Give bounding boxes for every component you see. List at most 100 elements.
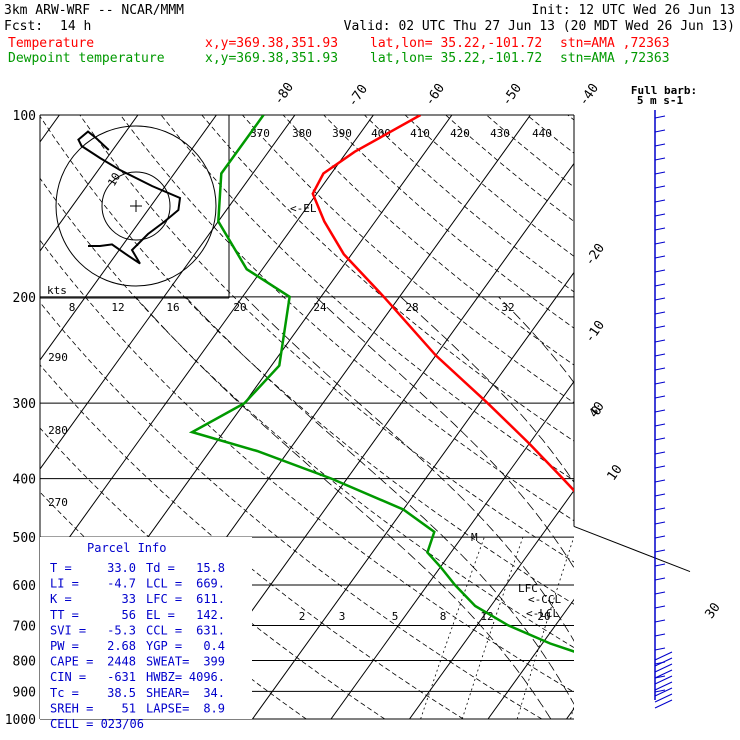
dry-adiabat-line xyxy=(404,115,574,257)
level-marker-label: <-CCL xyxy=(528,593,561,606)
wind-barb xyxy=(654,339,666,343)
wind-barb xyxy=(654,669,673,679)
wind-barb xyxy=(654,311,666,315)
wind-barb xyxy=(654,241,666,245)
mixing-ratio-label: 20 xyxy=(537,610,550,623)
parcel-info-cell: 0.4 xyxy=(203,639,225,653)
wind-barb xyxy=(654,689,666,693)
wind-barbs xyxy=(654,110,673,709)
wind-barb xyxy=(654,521,666,525)
theta-label: 390 xyxy=(332,127,352,140)
wind-barb xyxy=(654,577,666,581)
pressure-tick-label: 900 xyxy=(13,685,36,700)
parcel-info-cell: 399 xyxy=(203,655,225,669)
init-time: Init: 12 UTC Wed 26 Jun 13 xyxy=(532,3,736,18)
dewpoint-profile xyxy=(188,115,574,653)
dry-adiabat-line xyxy=(649,115,740,719)
hodograph-ring-inner xyxy=(101,171,171,241)
wind-barb xyxy=(654,451,666,455)
fcst-label: Fcst: xyxy=(4,19,43,34)
profiles xyxy=(188,115,574,653)
wind-barb xyxy=(654,681,673,691)
wind-barb xyxy=(654,687,673,697)
legend-temperature-stn: stn=AMA ,72363 xyxy=(560,36,670,51)
isotherm-line xyxy=(724,115,740,719)
isotherm-label: -40 xyxy=(576,81,602,109)
dry-adiabat-line xyxy=(608,115,740,719)
wind-barb xyxy=(654,699,673,709)
mixing-ratio-line xyxy=(682,537,726,719)
isotherm-line xyxy=(40,115,139,252)
adiabat-label: 290 xyxy=(48,351,68,364)
pressure-grid: 100 200 300 400 500 600 700 800 900 1000 xyxy=(5,109,691,728)
pressure-tick-label: 1000 xyxy=(5,713,36,728)
wind-barb xyxy=(654,591,666,595)
parcel-info-cell: LCL = xyxy=(146,577,182,591)
parcel-info-cell: LAPSE= xyxy=(146,701,189,715)
wind-barb xyxy=(654,185,666,189)
level-marker-label: M xyxy=(471,531,478,544)
theta-e-label: 20 xyxy=(233,301,246,314)
wind-barb xyxy=(654,353,666,357)
isotherm-line xyxy=(409,489,574,719)
adiabat-label: 12 xyxy=(111,301,124,314)
dry-adiabat-line xyxy=(282,115,574,366)
wind-barb xyxy=(654,619,666,623)
wind-barb xyxy=(654,535,666,539)
wind-barb xyxy=(654,199,666,203)
parcel-info-cell: 4096. xyxy=(189,670,225,684)
isotherm-label: -80 xyxy=(271,80,297,108)
dry-adiabat-line xyxy=(160,115,574,481)
legend-temperature-label: Temperature xyxy=(8,36,94,51)
mixing-ratio-line xyxy=(570,704,574,719)
parcel-info-cell: 142. xyxy=(196,608,225,622)
wind-barb xyxy=(654,693,673,703)
wind-barb xyxy=(654,605,666,609)
dry-adiabat-line xyxy=(40,239,574,693)
parcel-info-cell: 631. xyxy=(196,623,225,637)
wind-barb xyxy=(654,507,666,511)
parcel-info-cell: -631 xyxy=(107,670,136,684)
isotherm-line xyxy=(645,115,740,719)
wind-barb xyxy=(654,423,666,427)
wind-barb xyxy=(654,663,673,673)
pressure-tick-label: 400 xyxy=(13,473,36,488)
parcel-info-cell: 2448 xyxy=(107,655,136,669)
parcel-info-cell: TT = xyxy=(50,608,79,622)
parcel-info-cell: PW = xyxy=(50,639,79,653)
hodograph-ring-label: 10 xyxy=(105,171,123,189)
moist-adiabat-line xyxy=(244,296,574,642)
wind-barb xyxy=(654,657,673,667)
parcel-info-cell: LI = xyxy=(50,577,79,591)
moist-adiabat-line xyxy=(498,296,574,384)
isotherm-label: -70 xyxy=(345,82,371,110)
level-marker-label: LFC xyxy=(518,582,538,595)
moist-adiabat-line xyxy=(400,296,574,484)
parcel-info-cell: 56 xyxy=(122,608,136,622)
isotherm-label: 30 xyxy=(702,600,723,621)
parcel-info-cell: -4.7 xyxy=(107,577,136,591)
hodograph-ring-outer xyxy=(55,125,217,287)
pressure-tick-label: 200 xyxy=(13,291,36,306)
wind-barb xyxy=(654,269,666,273)
legend-dewpoint-coords: x,y=369.38,351.93 xyxy=(205,51,338,66)
right-axis-step xyxy=(573,526,691,573)
wind-barb xyxy=(654,647,666,651)
temperature-profile xyxy=(311,115,574,493)
wind-barb xyxy=(654,437,666,441)
hodograph-trace xyxy=(77,130,182,265)
parcel-info-cell: CCL = xyxy=(146,623,182,637)
parcel-info-cell: CAPE = xyxy=(50,655,93,669)
mixing-ratio-label: 8 xyxy=(440,610,447,623)
legend-temperature-coords: x,y=369.38,351.93 xyxy=(205,36,338,51)
mixing-ratio-label: 2 xyxy=(299,610,306,623)
parcel-info-cell: 15.8 xyxy=(196,561,225,575)
theta-label: 440 xyxy=(532,127,552,140)
parcel-info-cell: 611. xyxy=(196,592,225,606)
pressure-tick-label: 500 xyxy=(13,531,36,546)
parcel-info-cell: Tc = xyxy=(50,686,79,700)
hodograph-units: kts xyxy=(47,284,67,297)
parcel-info-box: Parcel Info T = 33.0 Td = 15.8 LI = -4.7 LCL =… xyxy=(40,537,252,731)
adiabat-label: 8 xyxy=(69,301,76,314)
wind-barb xyxy=(654,395,666,399)
